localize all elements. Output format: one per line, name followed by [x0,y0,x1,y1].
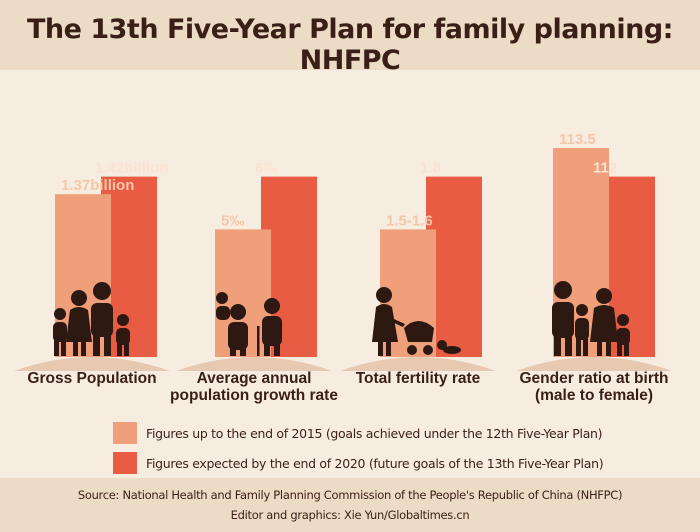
category-label: Gross Population [27,370,156,387]
data-label-2015: 5‰ [221,212,244,229]
ground-mound [14,357,170,371]
source-text: Source: National Health and Family Plann… [77,488,623,502]
legend-label-2015: Figures up to the end of 2015 (goals ach… [146,425,603,441]
ground-mound [516,357,672,371]
family-gender-icon [552,281,630,356]
category-label: Average annual [197,370,312,387]
ground-mound [176,357,332,371]
legend-swatch-2020 [113,452,137,474]
data-label-2015: 1.37billion [61,177,134,194]
footer: Source: National Health and Family Plann… [0,478,700,532]
title-band [0,0,700,70]
data-label-2020: 6‰ [255,160,278,177]
data-label-2020: 1.8 [420,160,441,177]
category-label: population growth rate [170,387,338,404]
family-icon [53,282,130,356]
ground-mound [340,357,496,371]
legend: Figures up to the end of 2015 (goals ach… [113,418,673,478]
parent-child-elder-icon [216,292,282,356]
data-label-2020: 1.42billion [95,160,168,177]
legend-label-2020: Figures expected by the end of 2020 (fut… [146,455,604,471]
legend-item-2020: Figures expected by the end of 2020 (fut… [113,448,673,478]
mother-stroller-baby-icon [372,287,461,356]
legend-swatch-2015 [113,422,137,444]
data-label-2015: 1.5-1.6 [386,212,433,229]
category-label: (male to female) [535,387,653,404]
data-label-2015: 113.5 [559,131,596,148]
page-title: The 13th Five-Year Plan for family plann… [27,14,673,76]
category-label: Total fertility rate [356,370,481,387]
legend-item-2015: Figures up to the end of 2015 (goals ach… [113,418,673,448]
data-label-2020: 112 [593,160,617,177]
category-label: Gender ratio at birth [520,370,669,387]
credit-text: Editor and graphics: Xie Yun/Globaltimes… [230,508,470,522]
